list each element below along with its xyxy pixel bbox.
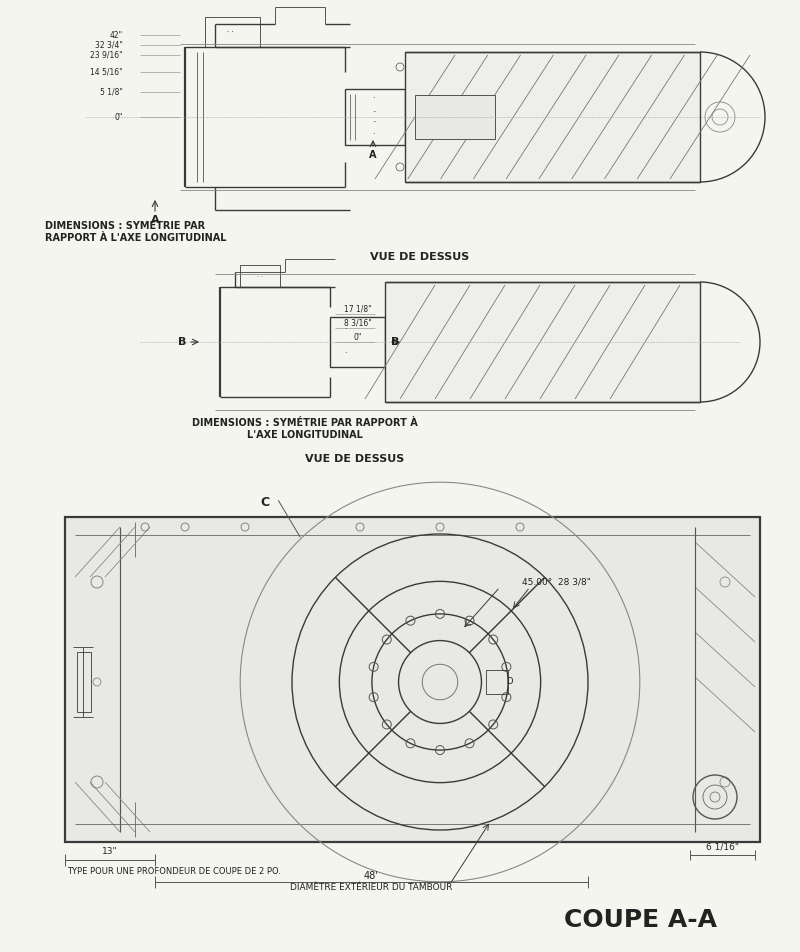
Text: VUE DE DESSUS: VUE DE DESSUS [306, 454, 405, 464]
Text: 14 5/16": 14 5/16" [90, 68, 123, 76]
Text: 13": 13" [102, 846, 118, 856]
Text: COUPE A-A: COUPE A-A [563, 908, 717, 932]
Text: ·: · [344, 349, 346, 359]
Text: 8 3/16": 8 3/16" [344, 319, 372, 327]
Text: A: A [150, 215, 159, 225]
Text: 45.00°  28 3/8": 45.00° 28 3/8" [522, 578, 591, 586]
Text: VUE DE DESSUS: VUE DE DESSUS [370, 252, 470, 262]
Bar [415, 95, 495, 139]
Text: 32 3/4": 32 3/4" [95, 41, 123, 50]
Text: 5 1/8": 5 1/8" [100, 88, 123, 96]
Text: A: A [370, 150, 377, 160]
Bar [65, 517, 760, 842]
Bar [330, 317, 385, 367]
Text: ·: · [344, 326, 346, 334]
Text: ·: · [372, 130, 374, 140]
Text: 48': 48' [364, 871, 378, 881]
Text: D: D [506, 678, 513, 686]
Text: ·: · [373, 107, 377, 117]
Text: TYPE POUR UNE PROFONDEUR DE COUPE DE 2 PO.: TYPE POUR UNE PROFONDEUR DE COUPE DE 2 P… [67, 867, 281, 877]
Text: DIMENSIONS : SYMÉTRIE PAR RAPPORT À
L'AXE LONGITUDINAL: DIMENSIONS : SYMÉTRIE PAR RAPPORT À L'AX… [192, 418, 418, 440]
Text: ·: · [373, 117, 377, 127]
Text: B: B [178, 337, 186, 347]
Text: B: B [391, 337, 399, 347]
Text: 6 1/16": 6 1/16" [706, 843, 738, 851]
Bar [205, 17, 260, 47]
Bar [240, 265, 280, 287]
Text: 23 9/16": 23 9/16" [90, 50, 123, 59]
Text: DIAMÈTRE EXTÉRIEUR DU TAMBOUR: DIAMÈTRE EXTÉRIEUR DU TAMBOUR [290, 883, 452, 891]
Text: · ·: · · [257, 273, 263, 279]
Text: 0": 0" [354, 332, 362, 342]
Text: 0": 0" [114, 112, 123, 122]
Text: · ·: · · [226, 29, 234, 35]
Bar [385, 282, 700, 402]
Bar [486, 670, 509, 694]
Bar [345, 89, 405, 145]
Text: 17 1/8": 17 1/8" [344, 305, 372, 313]
Text: C: C [261, 496, 270, 508]
Text: DIMENSIONS : SYMÉTRIE PAR
RAPPORT À L'AXE LONGITUDINAL: DIMENSIONS : SYMÉTRIE PAR RAPPORT À L'AX… [45, 221, 226, 243]
Bar [405, 52, 700, 182]
Text: ·: · [372, 94, 374, 104]
Bar [77, 652, 91, 712]
Text: 42": 42" [110, 30, 123, 39]
